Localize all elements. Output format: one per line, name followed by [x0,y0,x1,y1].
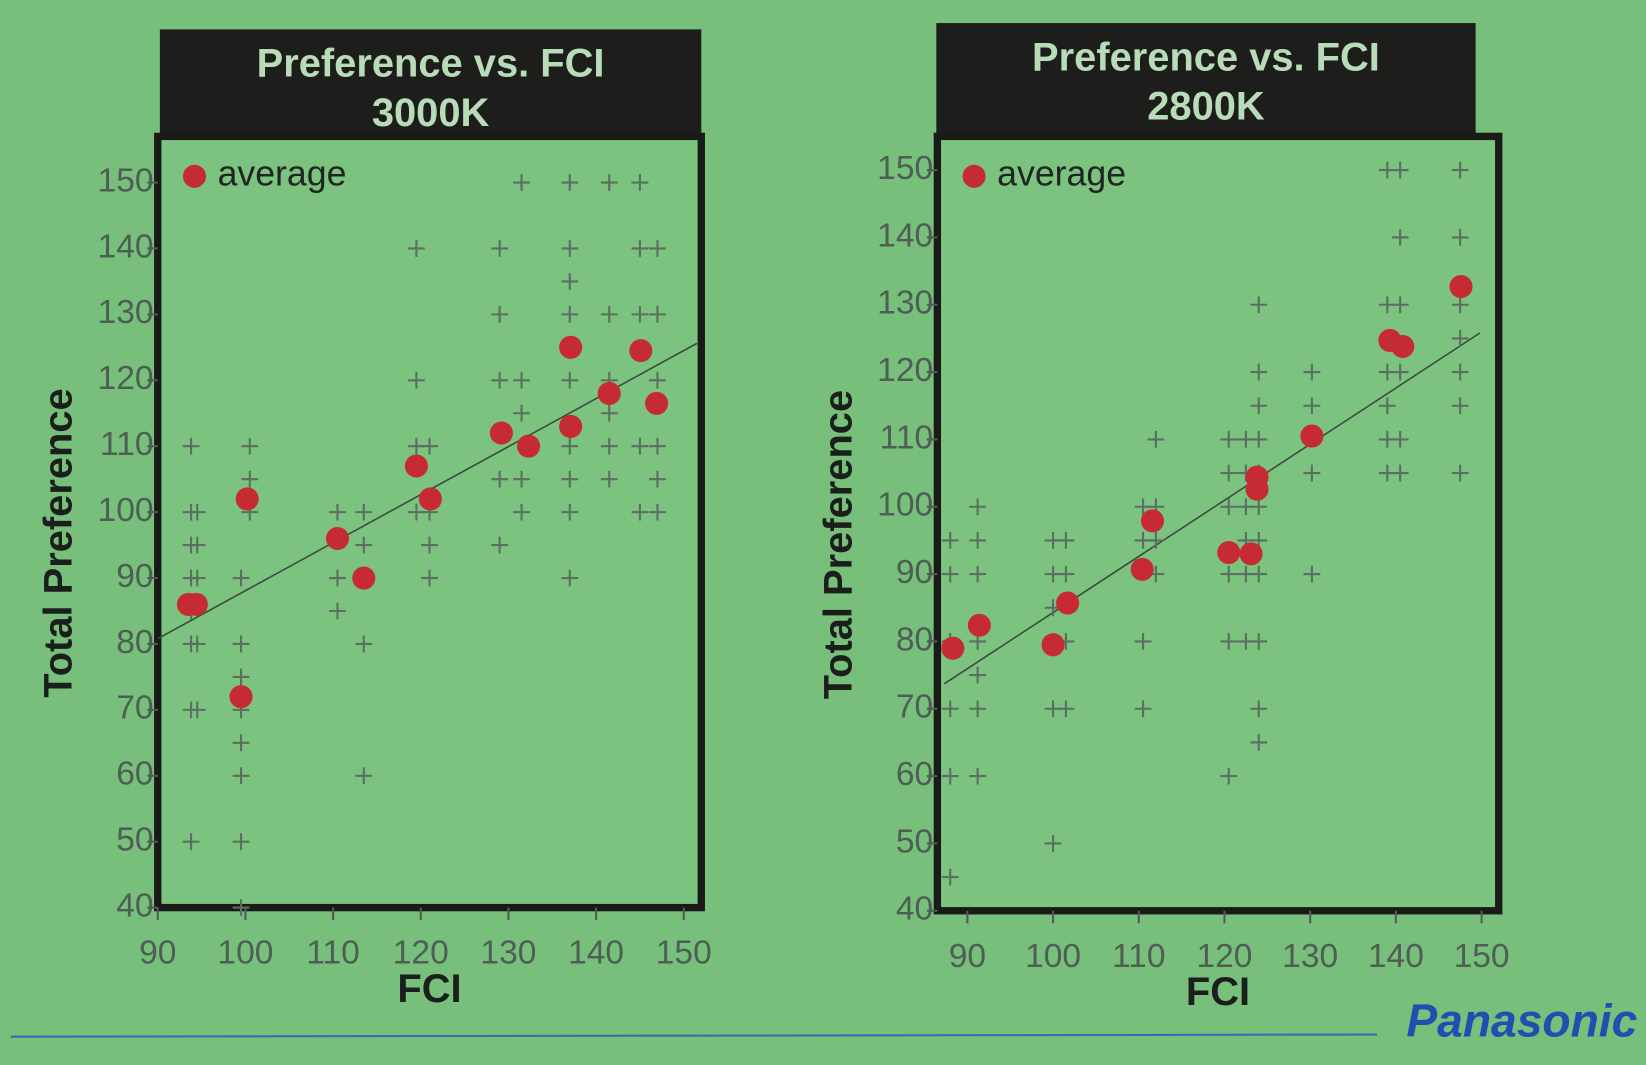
y-tick-label: 70 [896,689,933,726]
average-point [598,382,621,405]
average-point [185,593,208,616]
average-point [1217,541,1240,564]
y-tick-label: 150 [877,150,933,187]
average-point [352,566,375,589]
average-point [517,435,540,458]
legend-label: average [218,154,347,194]
average-point [1391,335,1414,358]
slide: Panasonic Preference vs. FCI 3000K 40 50 60 7… [0,0,1646,1065]
y-tick-label: 100 [98,492,154,529]
legend-marker [183,165,206,188]
average-point [405,454,428,477]
x-axis-title: FCI [397,967,461,1011]
average-point [1042,633,1065,656]
x-tick-label: 100 [217,935,273,972]
x-tick-label: 140 [1368,938,1424,975]
y-tick-label: 70 [116,690,153,727]
average-point [1300,425,1323,448]
average-point [1245,478,1268,501]
y-tick-label: 80 [116,624,153,661]
x-tick-label: 150 [656,935,712,972]
average-point [645,392,668,415]
y-tick-label: 130 [877,285,933,322]
plot-area [158,136,702,907]
average-point [968,614,991,637]
average-point [1056,591,1079,614]
average-point [1131,558,1154,581]
legend-label: average [997,154,1126,194]
y-tick-label: 40 [116,887,153,924]
average-point [559,415,582,438]
x-tick-label: 110 [306,935,360,972]
y-tick-label: 120 [877,352,933,389]
x-tick-label: 90 [949,938,986,975]
y-tick-label: 50 [896,823,933,860]
average-point [1240,542,1263,565]
brand: Panasonic [1406,995,1637,1047]
x-tick-label: 150 [1454,938,1510,975]
y-tick-label: 60 [116,756,153,793]
y-tick-label: 140 [98,228,154,265]
y-tick-label: 110 [880,419,934,456]
average-point [490,421,513,444]
y-axis-title: Total Preference [37,388,81,697]
y-axis-title: Total Preference [816,390,860,699]
x-tick-label: 100 [1025,938,1081,975]
average-point [236,487,259,510]
y-tick-label: 40 [896,891,933,928]
average-point [629,339,652,362]
average-point [326,527,349,550]
chart-subtitle: 2800K [1147,85,1265,129]
y-tick-label: 50 [116,822,153,859]
y-tick-label: 90 [896,554,933,591]
legend-marker [963,165,986,188]
y-tick-label: 140 [877,217,933,254]
x-tick-label: 90 [139,935,176,972]
average-point [419,487,442,510]
chart-title: Preference vs. FCI [1032,35,1380,79]
y-tick-label: 120 [98,360,154,397]
x-tick-label: 140 [568,935,624,972]
x-tick-label: 110 [1112,938,1166,975]
chart-subtitle: 3000K [372,91,490,135]
chart-title: Preference vs. FCI [257,42,605,86]
average-point [1141,509,1164,532]
y-tick-label: 130 [98,294,154,331]
y-tick-label: 90 [116,558,153,595]
average-point [230,685,253,708]
x-axis-title: FCI [1186,970,1250,1014]
y-tick-label: 150 [98,162,154,199]
page: Panasonic Preference vs. FCI 3000K 40 50 60 7… [0,0,1646,1065]
average-point [559,336,582,359]
y-tick-label: 110 [100,426,154,463]
average-point [1449,275,1472,298]
average-point [941,637,964,660]
plot-area [937,136,1498,910]
y-tick-label: 100 [877,487,933,524]
x-tick-label: 130 [1282,938,1338,975]
x-tick-label: 130 [480,935,536,972]
y-tick-label: 60 [896,756,933,793]
y-tick-label: 80 [896,621,933,658]
